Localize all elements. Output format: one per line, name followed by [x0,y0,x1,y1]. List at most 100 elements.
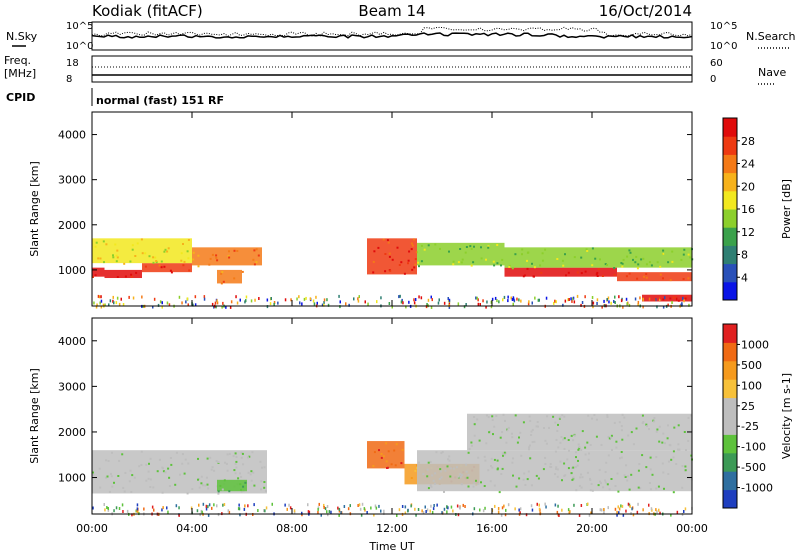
speckle [608,488,611,491]
speckle [663,487,665,490]
speckle [610,436,613,439]
speckle [567,508,570,512]
speckle [473,423,476,426]
speckle [402,301,404,305]
speckle [439,468,442,471]
speckle [361,502,364,506]
speckle [528,415,531,418]
y-tick-label: 3000 [58,174,86,187]
speckle [323,303,325,307]
speckle [496,468,499,471]
speckle [642,305,644,309]
speckle [465,470,468,473]
speckle [460,474,463,477]
speckle [418,295,420,299]
speckle [133,476,136,479]
region-8 [504,267,617,277]
speckle [559,416,562,419]
speckle [227,509,230,513]
speckle [544,462,547,465]
speckle [683,248,686,251]
speckle [337,506,339,510]
speckle [413,301,416,305]
speckle [625,464,628,467]
speckle [524,483,527,486]
speckle [401,298,403,302]
speckle [690,414,693,417]
speckle [152,486,155,489]
region-9 [617,272,692,282]
speckle [462,503,464,507]
speckle [581,430,584,433]
freq-tick-top: 18 [66,58,79,69]
speckle [118,459,121,462]
speckle [207,487,210,490]
speckle [205,507,208,511]
speckle [683,299,685,303]
speckle [575,489,578,492]
speckle [604,479,607,482]
speckle [659,296,661,300]
speckle [245,295,248,299]
speckle [147,470,150,473]
speckle [339,305,341,309]
speckle [607,506,609,510]
speckle [616,472,619,475]
speckle [648,482,651,484]
speckle [629,251,632,254]
speckle [398,264,401,266]
speckle [372,465,375,467]
speckle [545,442,548,445]
speckle [630,431,633,434]
freq-tick-bottom: 8 [66,74,72,85]
speckle [253,249,256,252]
speckle [632,443,635,446]
colorbar-tick-label: -1000 [741,482,773,495]
colorbar-tick-label: -25 [741,420,759,433]
speckle [556,475,559,478]
speckle [373,451,376,454]
speckle [194,295,197,299]
speckle [315,295,317,299]
speckle [103,261,105,264]
speckle [556,510,559,514]
speckle [348,303,350,307]
speckle [507,426,510,429]
speckle [340,511,342,514]
speckle [410,477,413,479]
speckle [530,430,533,433]
speckle [525,513,528,517]
speckle [564,299,567,303]
colorbar-tick-label: 20 [741,180,755,193]
speckle [639,296,641,300]
speckle [255,248,258,251]
speckle [415,251,418,254]
speckle [407,262,409,265]
speckle [541,252,544,255]
speckle [502,298,504,302]
speckle [533,266,536,269]
speckle [480,481,482,484]
speckle [307,503,309,507]
speckle [467,451,470,454]
speckle [596,271,599,274]
colorbar-segment [723,245,737,265]
speckle [628,303,631,307]
speckle [604,263,607,266]
speckle [197,478,199,481]
speckle [215,460,218,463]
speckle [388,302,391,305]
speckle [200,475,203,478]
speckle [495,414,498,417]
speckle [240,490,243,493]
speckle [216,259,219,262]
speckle [580,303,582,307]
speckle [539,264,542,267]
speckle [618,507,621,511]
speckle [662,471,665,474]
speckle [323,506,325,509]
speckle [506,429,509,432]
speckle [161,508,163,512]
speckle [99,486,102,489]
speckle [211,466,214,469]
